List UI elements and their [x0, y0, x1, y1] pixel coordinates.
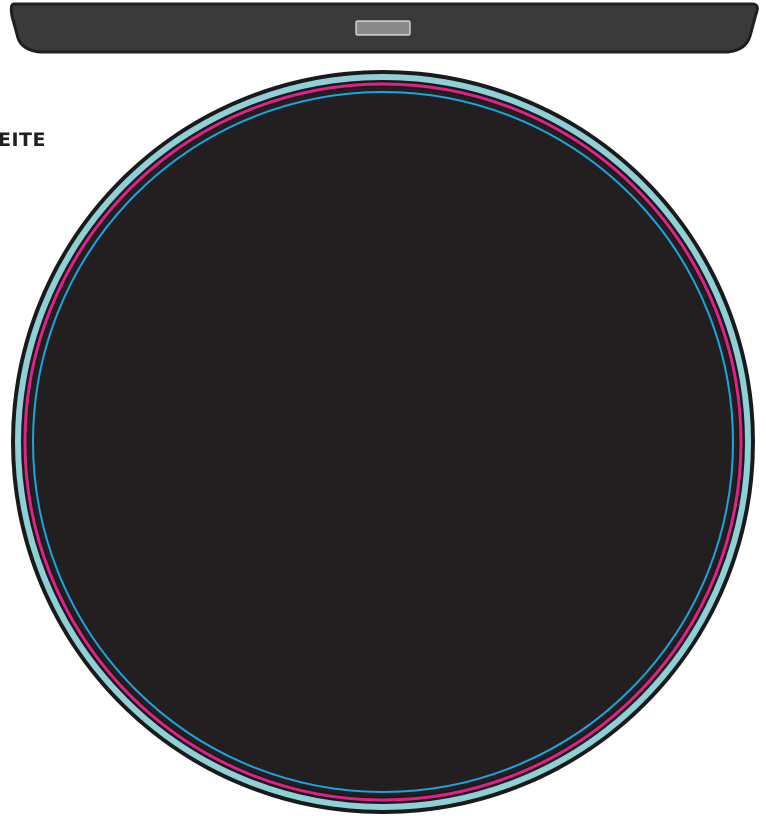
disc-ring-outer — [15, 74, 751, 810]
slot-icon — [355, 20, 411, 36]
disc-icon — [0, 60, 766, 816]
side-label: EITE — [0, 129, 46, 151]
disc-face — [28, 87, 738, 797]
disc-ring-inner — [32, 91, 734, 793]
tray-bar-icon — [0, 0, 766, 60]
tray-bar-graphic — [9, 2, 759, 54]
disc-graphic — [11, 70, 755, 814]
disc-ring-magenta — [23, 82, 743, 802]
